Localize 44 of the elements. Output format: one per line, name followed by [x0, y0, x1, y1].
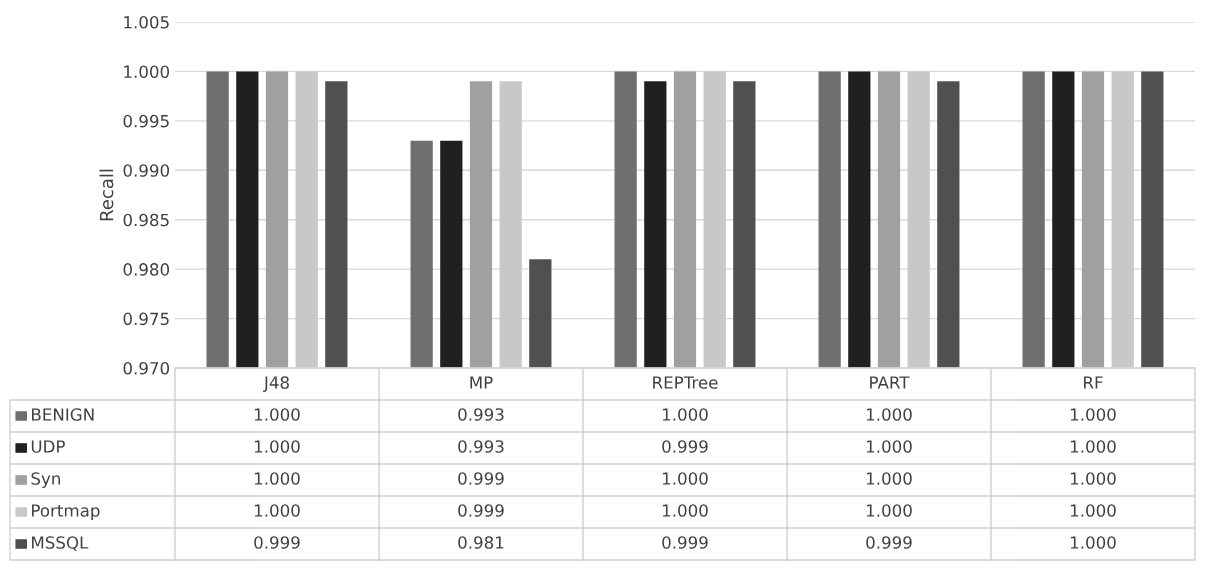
- y-tick-label: 1.000: [124, 65, 170, 78]
- legend-label: BENIGN: [32, 408, 94, 421]
- data-label: 1.000: [662, 472, 708, 485]
- data-label: 1.000: [254, 472, 300, 485]
- x-tick-label: REPTree: [653, 376, 718, 389]
- y-tick-label: 1.005: [124, 15, 169, 29]
- y-tick-label: 0.995: [123, 114, 169, 128]
- legend-label: UDP: [31, 440, 65, 453]
- y-tick-label: 0.990: [123, 164, 170, 177]
- data-label: 1.000: [1070, 408, 1116, 421]
- y-tick-label: 0.975: [123, 312, 169, 326]
- data-label: 1.000: [662, 408, 708, 421]
- x-tick-label: J48: [263, 376, 289, 392]
- data-label: 1.000: [866, 408, 912, 421]
- legend-label: Syn: [31, 472, 60, 489]
- x-tick-label: RF: [1084, 376, 1103, 389]
- data-label: 1.000: [866, 504, 912, 517]
- data-label: 0.999: [662, 440, 708, 453]
- y-tick-label: 0.985: [123, 213, 169, 227]
- y-tick-label: 0.980: [123, 263, 170, 276]
- y-tick-label: 0.970: [123, 361, 170, 375]
- data-label: 0.999: [662, 536, 708, 549]
- data-label: 1.000: [866, 472, 912, 485]
- data-label: 0.993: [458, 440, 504, 453]
- data-label: 0.999: [866, 536, 912, 549]
- data-label: 1.000: [254, 504, 300, 517]
- data-label: 0.999: [458, 472, 504, 485]
- data-label: 0.999: [254, 536, 300, 549]
- data-label: 1.000: [866, 440, 912, 453]
- data-label: 0.981: [458, 536, 504, 549]
- data-label: 1.000: [254, 408, 300, 421]
- x-tick-label: PART: [870, 376, 910, 389]
- data-label: 0.993: [458, 408, 504, 421]
- x-tick-label: MP: [470, 376, 493, 389]
- data-label: 1.000: [1070, 536, 1116, 549]
- legend-label: Portmap: [32, 504, 100, 521]
- data-label: 1.000: [254, 440, 300, 453]
- y-axis-title: Recall: [99, 169, 114, 221]
- legend-label: MSSQL: [32, 536, 89, 551]
- data-label: 1.000: [1070, 472, 1116, 485]
- data-label: 1.000: [1070, 504, 1116, 517]
- data-label: 1.000: [662, 504, 708, 517]
- data-label: 1.000: [1070, 440, 1116, 453]
- data-label: 0.999: [458, 504, 504, 517]
